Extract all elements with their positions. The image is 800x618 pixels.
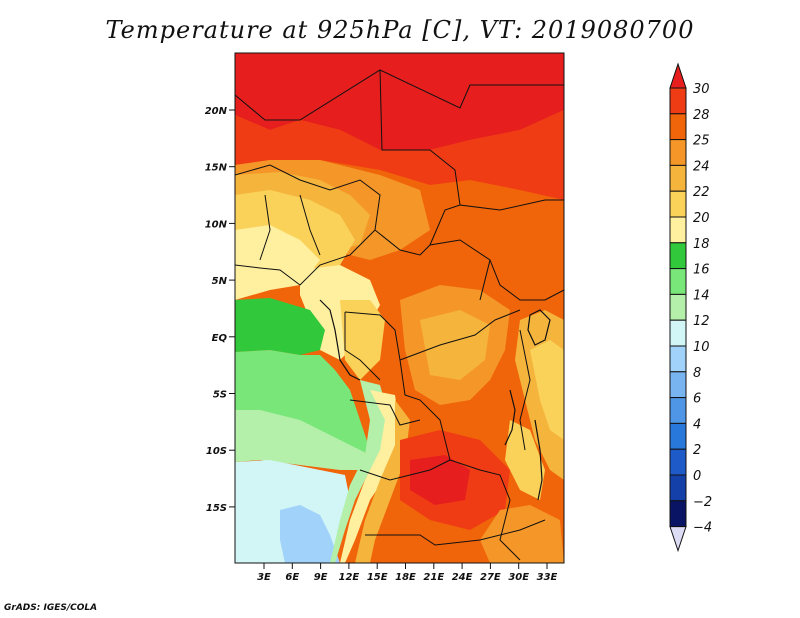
country-borders xyxy=(235,69,564,561)
lon-tick-label: 24E xyxy=(452,572,473,583)
colorbar-label: 8 xyxy=(693,366,701,381)
colorbar-label: 25 xyxy=(693,134,710,149)
colorbar-label: 10 xyxy=(693,340,710,355)
colorbar-swatch xyxy=(669,87,687,115)
colorbar-label: 0 xyxy=(693,469,701,484)
colorbar-top-arrow xyxy=(669,62,687,89)
lat-tick-label: 5N xyxy=(212,276,228,287)
colorbar-swatch xyxy=(669,500,687,528)
colorbar-label: 24 xyxy=(693,159,710,174)
colorbar-label: 30 xyxy=(693,82,710,97)
lat-tick-label: 10N xyxy=(205,219,228,230)
colorbar-label: 2 xyxy=(693,443,701,458)
colorbar-swatch xyxy=(669,371,687,399)
lat-tick-label: 10S xyxy=(206,446,227,457)
lon-tick-label: 21E xyxy=(423,572,444,583)
colorbar-label: 14 xyxy=(693,288,710,303)
colorbar-swatch xyxy=(669,319,687,347)
lat-tick-label: EQ xyxy=(212,333,228,344)
colorbar-label: 4 xyxy=(693,417,701,432)
colorbar-label: 6 xyxy=(693,392,701,407)
colorbar-swatch xyxy=(669,216,687,244)
colorbar-label: 22 xyxy=(693,185,710,200)
lon-tick-label: 12E xyxy=(339,572,360,583)
lon-tick-label: 6E xyxy=(285,572,299,583)
colorbar-swatch xyxy=(669,242,687,270)
map-title: Temperature at 925hPa [C], VT: 201908070… xyxy=(105,16,695,44)
lon-tick-label: 33E xyxy=(537,572,558,583)
colorbar-swatch xyxy=(669,448,687,476)
colorbar-swatch xyxy=(669,190,687,218)
colorbar-label: 28 xyxy=(693,108,710,123)
colorbar-swatch xyxy=(669,268,687,295)
lat-tick-label: 20N xyxy=(205,106,228,117)
lon-tick-label: 3E xyxy=(257,572,271,583)
colorbar-label: 20 xyxy=(693,211,710,226)
temperature-field xyxy=(235,53,564,563)
colorbar-swatch xyxy=(669,113,687,141)
colorbar-label: 16 xyxy=(693,263,710,278)
lat-tick-label: 15S xyxy=(206,503,227,514)
grads-credit: GrADS: IGES/COLA xyxy=(4,603,98,613)
lat-tick-label: 5S xyxy=(213,390,227,401)
colorbar-swatch xyxy=(669,474,687,502)
colorbar-label: 12 xyxy=(693,314,710,329)
colorbar-bottom-arrow xyxy=(669,526,687,553)
colorbar-swatch xyxy=(669,397,687,424)
colorbar-swatch xyxy=(669,164,687,192)
colorbar-label: −4 xyxy=(693,521,712,536)
colorbar-swatch xyxy=(669,422,687,450)
lon-tick-label: 9E xyxy=(314,572,328,583)
lakes xyxy=(319,299,551,501)
colorbar-swatch xyxy=(669,293,687,321)
latitude-axis: 20N 15N 10N 5N EQ 5S 10S 15S xyxy=(205,106,235,514)
colorbar-swatch xyxy=(669,345,687,373)
lon-tick-label: 18E xyxy=(395,572,416,583)
lon-tick-label: 27E xyxy=(480,572,501,583)
colorbar-swatch xyxy=(669,139,687,166)
colorbar-label: −2 xyxy=(693,495,712,510)
lon-tick-label: 30E xyxy=(508,572,529,583)
colorbar-label: 18 xyxy=(693,237,710,252)
lon-tick-label: 15E xyxy=(367,572,388,583)
map-frame xyxy=(234,52,565,564)
longitude-axis: 3E 6E 9E 12E 15E 18E 21E 24E 27E 30E 33E xyxy=(257,563,558,583)
lat-tick-label: 15N xyxy=(205,163,228,174)
